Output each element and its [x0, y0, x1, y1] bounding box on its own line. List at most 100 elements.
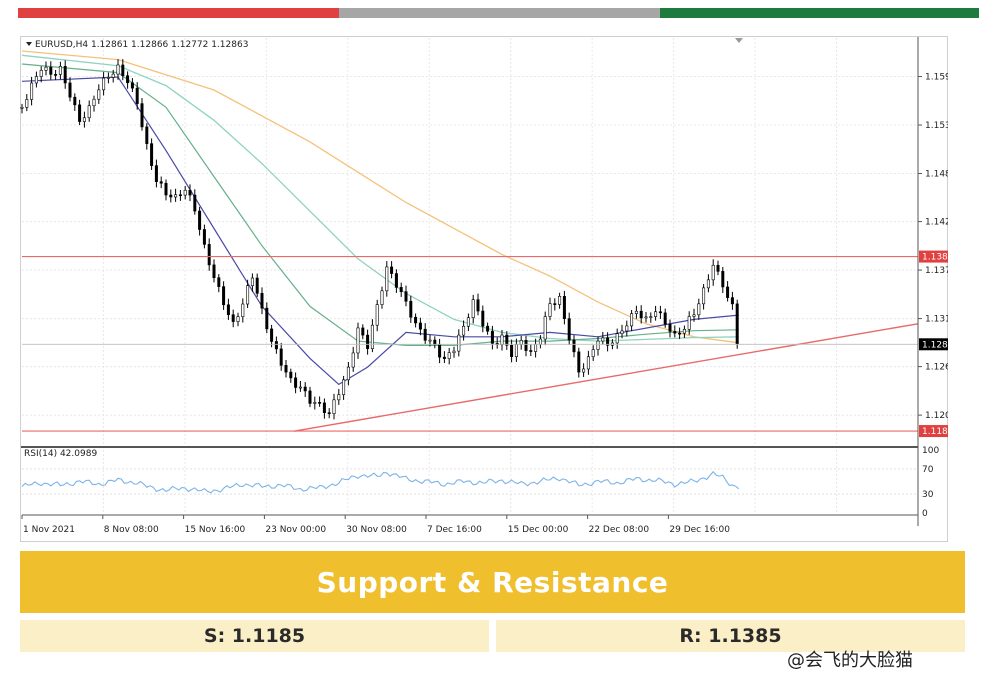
rsi-tick-label: 0	[922, 509, 928, 519]
candle-body	[510, 344, 514, 358]
candle-body	[73, 96, 77, 106]
support-box: S: 1.1185	[20, 620, 489, 652]
support-value: S: 1.1185	[203, 625, 306, 647]
candle-body	[601, 337, 605, 342]
candle-body	[418, 322, 422, 330]
candle-body	[241, 303, 245, 317]
y-tick-label: 1.12605	[925, 363, 948, 373]
candle-body	[538, 338, 542, 345]
candle-body	[140, 103, 144, 128]
chart-background	[20, 36, 948, 542]
rsi-tick-label: 100	[922, 446, 939, 456]
candle-body	[178, 194, 182, 197]
candle-body	[428, 339, 432, 342]
candle-body	[82, 117, 86, 122]
candle-body	[716, 264, 720, 272]
candle-body	[668, 323, 672, 332]
candle-body	[721, 271, 725, 288]
current-price-label-bg	[919, 338, 948, 351]
candle-body	[394, 273, 398, 288]
candle-body	[553, 303, 557, 305]
candle-body	[423, 328, 427, 341]
rsi-label: RSI(14) 42.0989	[24, 449, 97, 459]
candle-body	[591, 349, 595, 358]
candle-body	[87, 105, 91, 119]
candle-body	[231, 314, 235, 322]
rsi-line	[21, 470, 740, 494]
candle-body	[514, 344, 518, 358]
candle-body	[399, 287, 403, 292]
candle-body	[476, 299, 480, 312]
candle-body	[332, 399, 336, 414]
resistance-box: R: 1.1385	[496, 620, 965, 652]
scroll-marker-icon	[735, 38, 743, 43]
candle-body	[351, 352, 355, 368]
candle-body	[433, 339, 437, 345]
y-tick-label: 1.14280	[925, 218, 948, 228]
candle-body	[49, 66, 53, 75]
candle-body	[572, 339, 576, 353]
panel-divider	[21, 446, 918, 448]
candle-body	[92, 98, 96, 107]
rsi-tick-label: 30	[922, 490, 934, 500]
candle-body	[481, 310, 485, 327]
candle-body	[313, 402, 317, 404]
candle-body	[486, 325, 490, 332]
candle-body	[255, 277, 259, 294]
candle-body	[706, 279, 710, 289]
candle-body	[164, 182, 168, 196]
rsi-tick-label: 70	[922, 465, 934, 475]
candle-body	[380, 290, 384, 305]
candle-body	[687, 316, 691, 330]
candle-body	[663, 312, 667, 325]
candle-body	[524, 340, 528, 351]
candle-body	[294, 377, 298, 388]
candle-body	[356, 327, 360, 354]
header-bar-gray	[339, 8, 660, 18]
candle-body	[543, 316, 547, 340]
watermark: @会飞的大脸猫	[787, 646, 913, 672]
y-tick-label: 1.13160	[925, 315, 948, 325]
x-tick-label: 15 Dec 00:00	[508, 525, 569, 535]
current-price-label: 1.12863	[922, 340, 948, 350]
candle-body	[682, 328, 686, 334]
candle-body	[337, 394, 341, 401]
candle-body	[274, 341, 278, 350]
candle-body	[634, 310, 638, 314]
candle-body	[548, 303, 552, 317]
candle-body	[265, 307, 269, 330]
candle-body	[620, 330, 624, 334]
x-tick-label: 23 Nov 00:00	[265, 525, 326, 535]
candle-body	[534, 344, 538, 352]
candle-body	[30, 82, 34, 100]
candle-body	[188, 189, 192, 196]
candle-body	[702, 287, 706, 305]
candle-body	[260, 293, 264, 309]
candle-body	[289, 371, 293, 379]
candle-body	[442, 356, 446, 359]
candle-body	[615, 333, 619, 344]
dropdown-triangle-icon[interactable]	[26, 42, 32, 46]
candle-body	[270, 328, 274, 342]
candle-body	[121, 64, 125, 76]
candle-body	[327, 412, 331, 415]
candle-body	[322, 402, 326, 414]
candle-body	[697, 303, 701, 316]
candle-body	[596, 340, 600, 350]
candle-body	[644, 316, 648, 319]
candle-body	[183, 189, 187, 196]
candle-body	[529, 350, 533, 352]
sma-long-line	[21, 50, 739, 344]
candle-body	[673, 331, 677, 334]
candle-body	[54, 74, 58, 76]
candle-body	[284, 365, 288, 373]
candle-body	[193, 194, 197, 212]
candle-body	[730, 297, 734, 305]
candle-body	[25, 99, 29, 108]
candle-body	[342, 379, 346, 395]
candle-body	[639, 310, 643, 319]
y-tick-label: 1.15955	[925, 73, 948, 83]
x-tick-label: 29 Dec 16:00	[669, 525, 730, 535]
candle-body	[625, 325, 629, 332]
candle-body	[68, 82, 72, 98]
